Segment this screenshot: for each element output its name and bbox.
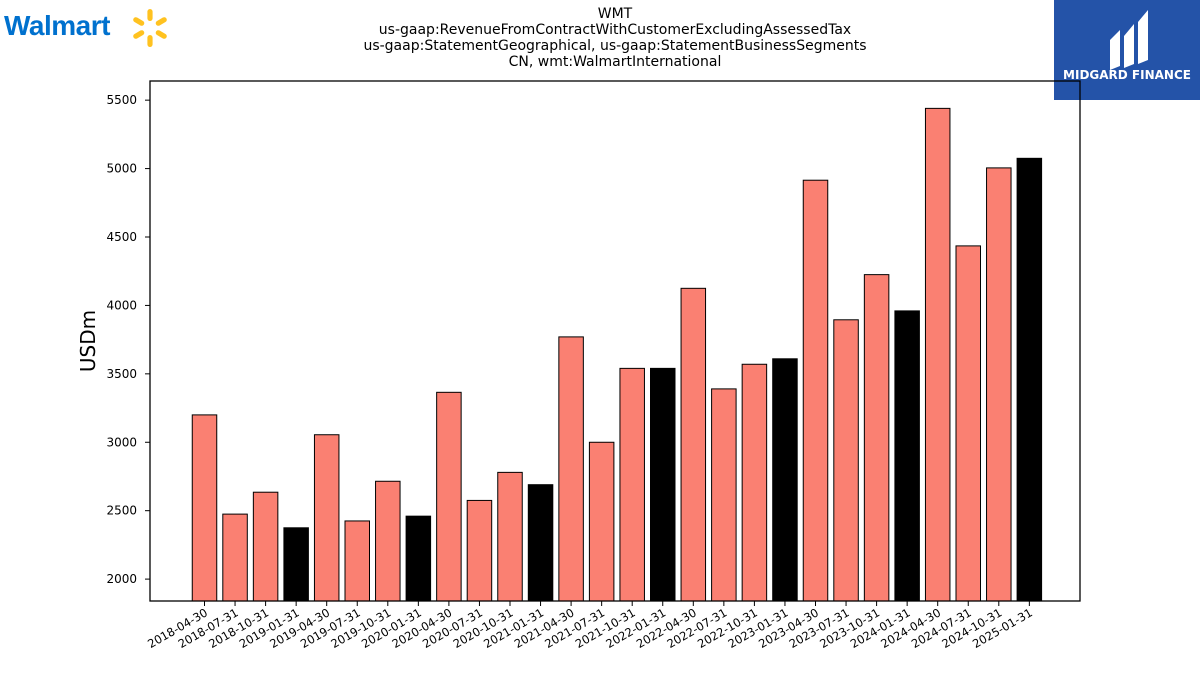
- bar-2023-04-30: [802, 179, 829, 602]
- spark-petal: [133, 17, 145, 26]
- bar-2024-04-30: [924, 107, 951, 602]
- bar-2021-10-31: [619, 367, 645, 602]
- plot-frame: [149, 80, 1081, 602]
- bar-2020-01-31: [405, 515, 432, 602]
- chart-title-members: CN, wmt:WalmartInternational: [508, 54, 722, 70]
- bar-2024-01-31: [894, 310, 920, 602]
- y-tick-label: 3500: [106, 367, 137, 381]
- bar-2020-10-31: [497, 471, 523, 602]
- y-tick-label: 4000: [106, 298, 137, 312]
- bar-2024-07-31: [955, 245, 981, 602]
- y-tick-label: 4500: [106, 230, 137, 244]
- bar-2025-01-31: [1016, 157, 1043, 602]
- bar-2024-10-31: [986, 167, 1012, 602]
- walmart-spark-icon: [133, 9, 167, 47]
- bar-series: [191, 107, 1043, 602]
- midgard-logo-text: MIDGARD FINANCE: [1063, 68, 1191, 82]
- bar-2022-04-30: [680, 287, 707, 602]
- bar-2019-07-31: [344, 520, 370, 602]
- bar-2020-07-31: [466, 499, 493, 602]
- midgard-mark-icon: [1110, 10, 1148, 70]
- walmart-logo: Walmart: [4, 6, 170, 47]
- bar-2018-10-31: [252, 491, 279, 602]
- bar-2021-01-31: [527, 484, 554, 602]
- bar-2022-01-31: [650, 367, 676, 602]
- bar-2021-04-30: [558, 336, 584, 602]
- y-axis: 2000 2500 3000 3500 4000 4500 5000 5500: [106, 93, 150, 586]
- bar-2023-07-31: [833, 319, 859, 602]
- x-axis: 2018-04-302018-07-312018-10-312019-01-31…: [145, 601, 1035, 651]
- midgard-finance-logo: MIDGARD FINANCE: [1054, 0, 1200, 100]
- chart-title-concept: us-gaap:RevenueFromContractWithCustomerE…: [378, 22, 852, 38]
- bar-2021-07-31: [588, 441, 615, 602]
- bar-2023-01-31: [772, 358, 798, 602]
- y-axis-label: USDm: [76, 310, 100, 372]
- y-tick-label: 5000: [106, 162, 137, 176]
- walmart-logo-text: Walmart: [4, 10, 110, 41]
- y-tick-label: 2500: [106, 504, 137, 518]
- y-tick-label: 5500: [106, 93, 137, 107]
- bar-2019-10-31: [375, 480, 401, 602]
- bar-2018-04-30: [191, 414, 218, 602]
- bar-2022-07-31: [711, 388, 737, 602]
- chart-title-ticker: WMT: [597, 6, 633, 22]
- spark-petal: [147, 9, 153, 21]
- bar-2022-10-31: [741, 363, 768, 602]
- chart-title-block: WMT us-gaap:RevenueFromContractWithCusto…: [250, 6, 980, 70]
- y-tick-label: 2000: [106, 572, 137, 586]
- chart-title-axes: us-gaap:StatementGeographical, us-gaap:S…: [363, 38, 867, 54]
- spark-petal: [133, 30, 145, 39]
- bar-2019-01-31: [283, 527, 309, 602]
- spark-petal: [147, 35, 153, 47]
- bar-2019-04-30: [313, 434, 340, 602]
- y-tick-label: 3000: [106, 435, 137, 449]
- bar-2023-10-31: [863, 274, 890, 602]
- bar-2020-04-30: [436, 391, 462, 602]
- spark-petal: [155, 30, 167, 39]
- bar-2018-07-31: [222, 513, 248, 602]
- spark-petal: [155, 17, 167, 26]
